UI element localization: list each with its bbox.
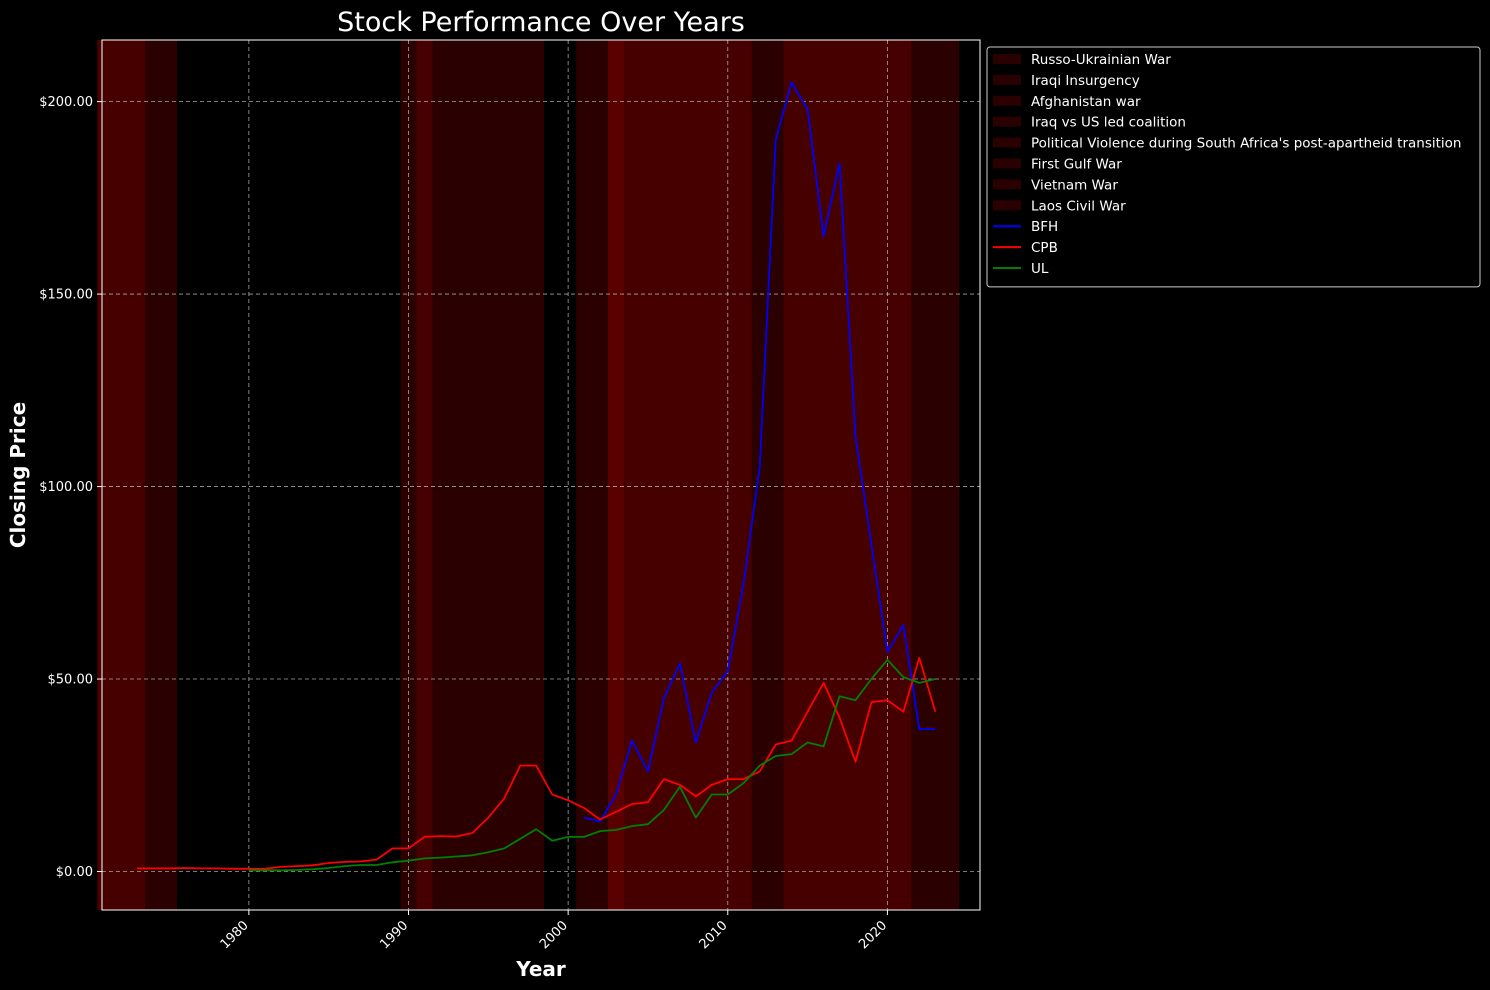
legend-swatch-iraq-vs-us-led-coalition xyxy=(993,116,1021,127)
series-lines xyxy=(137,81,937,872)
shade-laos-civil-war xyxy=(97,40,146,910)
y-axis-ticks: $0.00 $50.00 $100.00 $150.00 $200.00 xyxy=(39,95,102,880)
legend: Russo-Ukrainian War Iraqi Insurgency Afgha… xyxy=(986,46,1481,288)
y-tick-label-150: $150.00 xyxy=(39,288,93,303)
series-line-ul xyxy=(248,658,936,872)
shade-afghanistan-war xyxy=(576,40,912,910)
series-line-bfh xyxy=(583,81,936,823)
legend-label-iraqi-insurgency: Iraqi Insurgency xyxy=(1031,73,1140,89)
legend-label-iraq-vs-us-led-coalition: Iraq vs US led coalition xyxy=(1031,115,1186,131)
legend-swatch-laos-civil-war xyxy=(993,200,1021,211)
y-tick-label-0: $0.00 xyxy=(56,865,93,880)
y-tick-label-50: $50.00 xyxy=(48,673,94,688)
legend-swatch-russo-ukrainian-war xyxy=(993,54,1021,64)
shaded-periods xyxy=(97,40,960,910)
legend-swatch-political-violence-during-south-africa-s-post-apartheid-transition xyxy=(993,137,1021,148)
legend-swatch-first-gulf-war xyxy=(993,158,1021,169)
x-axis-label: Year xyxy=(515,957,566,981)
y-axis-label: Closing Price xyxy=(6,402,30,548)
legend-label-cpb: CPB xyxy=(1031,240,1058,256)
legend-label-laos-civil-war: Laos Civil War xyxy=(1031,198,1126,214)
legend-label-ul: UL xyxy=(1031,261,1049,277)
series-line-cpb xyxy=(137,657,937,870)
chart-title: Stock Performance Over Years xyxy=(337,7,745,38)
legend-swatch-afghanistan-war xyxy=(993,95,1021,106)
legend-label-political-violence-during-south-africa-s-post-apartheid-transition: Political Violence during South Africa's… xyxy=(1031,136,1461,152)
y-tick-label-100: $100.00 xyxy=(39,480,93,495)
legend-label-vietnam-war: Vietnam War xyxy=(1031,177,1118,193)
grid xyxy=(102,40,980,910)
plot-frame xyxy=(101,39,981,911)
legend-label-russo-ukrainian-war: Russo-Ukrainian War xyxy=(1031,52,1171,68)
y-tick-label-200: $200.00 xyxy=(39,95,93,110)
legend-label-first-gulf-war: First Gulf War xyxy=(1031,157,1122,173)
shade-political-violence-during-south-africa-s-post-apartheid-transition xyxy=(416,40,545,910)
shade-first-gulf-war xyxy=(400,40,433,910)
shade-vietnam-war xyxy=(97,40,178,910)
legend-label-afghanistan-war: Afghanistan war xyxy=(1031,94,1141,110)
legend-label-bfh: BFH xyxy=(1031,219,1058,235)
legend-swatch-iraqi-insurgency xyxy=(993,74,1021,85)
shade-iraq-vs-us-led-coalition xyxy=(608,40,625,910)
shade-russo-ukrainian-war xyxy=(783,40,960,910)
legend-box xyxy=(986,46,1481,288)
legend-swatch-vietnam-war xyxy=(993,179,1021,190)
